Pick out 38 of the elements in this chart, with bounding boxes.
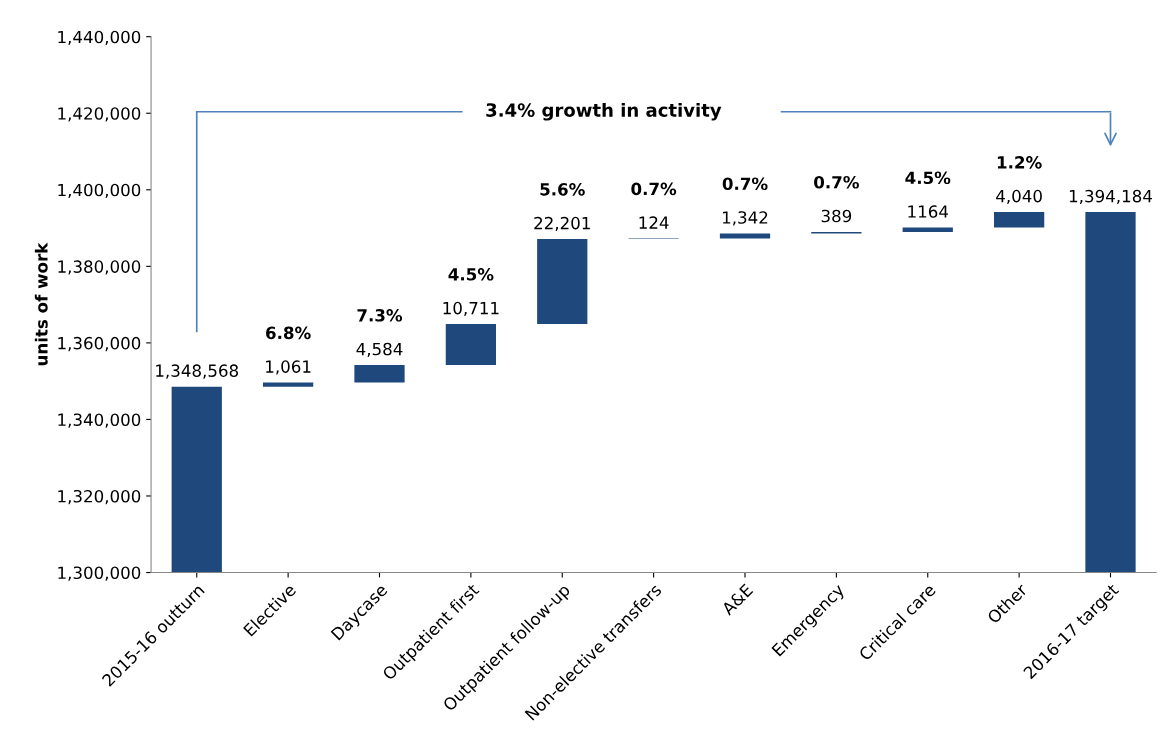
y-tick-label: 1,300,000 <box>58 566 141 581</box>
data-label: 22,201 <box>534 216 590 232</box>
data-label: 1,061 <box>266 360 311 375</box>
data-label: 1,348,568 <box>156 364 239 379</box>
y-tick-label: 1,380,000 <box>58 260 141 275</box>
bar <box>262 382 314 387</box>
data-label: 1,394,184 <box>1069 189 1152 205</box>
annotation: 0.7% <box>631 182 677 196</box>
annotation: 0.7% <box>722 177 768 191</box>
bar <box>1085 212 1136 573</box>
bar <box>171 386 222 573</box>
data-label: 1164 <box>908 205 949 218</box>
annotation: 0.7% <box>814 175 859 189</box>
bar <box>445 324 496 366</box>
data-label: 4,040 <box>996 189 1042 205</box>
y-axis-title: units of work <box>34 242 48 366</box>
data-label: 4,584 <box>356 342 403 358</box>
y-tick-label: 1,440,000 <box>58 30 141 45</box>
data-label: 1,342 <box>722 211 768 226</box>
annotation: 4.5% <box>905 171 951 185</box>
bar <box>719 233 771 239</box>
annotation: 3.4% growth in activity <box>486 102 722 121</box>
data-label: 124 <box>639 216 669 229</box>
annotation: 5.6% <box>540 183 585 196</box>
annotation: 1.2% <box>997 156 1042 169</box>
y-tick-label: 1,420,000 <box>58 107 141 122</box>
y-tick-label: 1,320,000 <box>58 489 141 505</box>
data-label: 10,711 <box>443 301 499 317</box>
annotation: 4.5% <box>448 268 494 281</box>
y-tick-label: 1,360,000 <box>58 336 141 352</box>
bar <box>537 239 588 325</box>
y-tick-label: 1,400,000 <box>58 183 141 199</box>
annotation: 7.3% <box>357 309 403 322</box>
y-tick-label: 1,340,000 <box>58 413 141 428</box>
bar <box>994 212 1045 228</box>
data-label: 389 <box>821 209 852 223</box>
bar <box>354 365 405 383</box>
annotation: 6.8% <box>266 326 311 340</box>
